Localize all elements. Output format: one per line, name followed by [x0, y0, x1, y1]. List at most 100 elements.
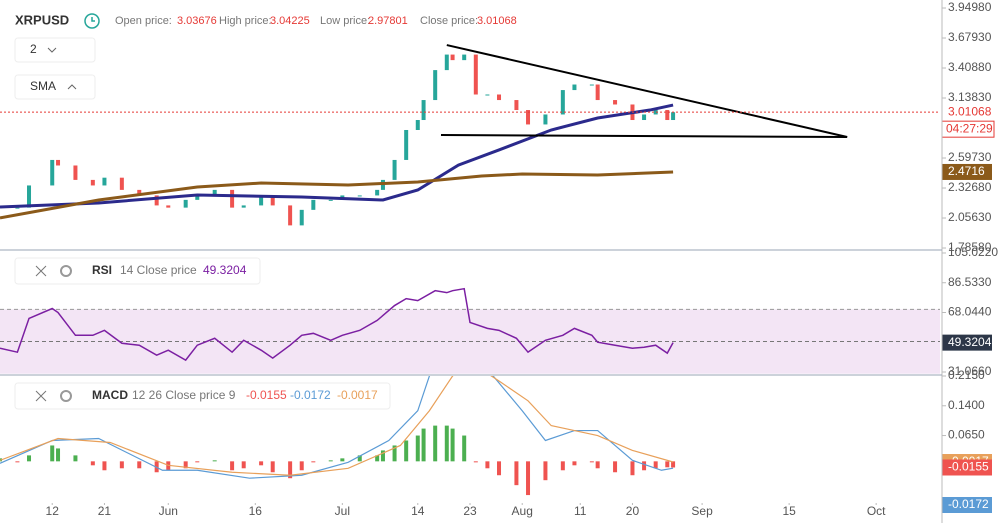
candle: [653, 110, 658, 115]
candle: [444, 54, 449, 71]
histogram-bar: [311, 461, 316, 463]
settings-icon[interactable]: [60, 265, 72, 277]
candle: [27, 185, 32, 208]
low-label: Low price:: [320, 15, 370, 27]
x-tick-label: 15: [782, 504, 796, 518]
histogram-bar: [473, 461, 478, 463]
candle: [328, 199, 333, 201]
symbol[interactable]: XRPUSD: [15, 12, 69, 27]
histogram-bar: [270, 461, 275, 473]
histogram-bar: [462, 435, 467, 462]
countdown: 04:27:29: [946, 121, 993, 135]
histogram-bar: [392, 445, 397, 462]
candle: [642, 114, 647, 121]
y-tick-label: 0.0650: [948, 428, 985, 442]
y-tick-label: 3.13830: [948, 90, 992, 104]
histogram-bar: [288, 461, 293, 479]
rsi-title: RSI: [92, 263, 112, 277]
candle: [497, 94, 502, 101]
y-tick-label: 1.78580: [948, 240, 992, 254]
candle: [415, 120, 420, 130]
histogram-bar: [56, 448, 61, 462]
selector-box[interactable]: [14, 37, 96, 63]
axes: 3.949803.679303.408803.138302.867802.597…: [46, 0, 999, 518]
sma-value-tag-box: [942, 163, 992, 180]
high-value: 3.04225: [270, 15, 310, 27]
y-tick-label: 0.2150: [948, 368, 985, 382]
y-tick-label: 31.0660: [948, 364, 992, 378]
histogram-bar: [613, 461, 618, 473]
indicator-name[interactable]: SMA: [30, 79, 56, 93]
histogram-bar: [433, 425, 438, 462]
candle: [299, 209, 304, 226]
histogram-bar: [299, 461, 304, 471]
candle: [589, 84, 594, 86]
candle: [392, 159, 397, 180]
macd-value: -0.0172: [290, 388, 331, 402]
y-tick-label: 2.32680: [948, 180, 992, 194]
trendline: [440, 133, 848, 138]
settings-icon[interactable]: [60, 390, 72, 402]
rsi-line: [0, 287, 674, 362]
histogram-bar: [137, 461, 142, 469]
histogram-bar: [212, 460, 217, 462]
histogram-bar: [526, 461, 531, 496]
histogram-bar: [543, 461, 548, 481]
close-icon[interactable]: [35, 390, 47, 402]
rsi-value: 49.3204: [203, 263, 247, 277]
histogram-bar: [404, 440, 409, 462]
x-tick-label: 16: [249, 504, 263, 518]
rsi-value-tag-box: [942, 334, 992, 351]
x-tick-label: 20: [626, 504, 640, 518]
candle: [241, 205, 246, 208]
close-icon[interactable]: [35, 265, 47, 277]
open-label: Open price:: [115, 15, 172, 27]
candle: [119, 177, 124, 190]
histogram-bar: [671, 461, 676, 468]
histogram-bar: [589, 461, 594, 463]
y-tick-label: 68.0440: [948, 305, 992, 319]
candle: [357, 195, 362, 197]
y-tick-label: 3.94980: [948, 0, 992, 14]
y-tick-label: 3.67930: [948, 30, 992, 44]
open-value: 3.03676: [177, 15, 217, 27]
histogram-bar: [241, 461, 246, 469]
histogram-bar: [27, 455, 32, 462]
histogram-bar: [195, 461, 200, 463]
candle: [212, 189, 217, 196]
candle: [433, 70, 438, 101]
x-tick-label: Oct: [867, 504, 886, 518]
sma-value-tag: 2.4716: [948, 164, 985, 178]
clock-icon[interactable]: [84, 13, 100, 29]
rsi-params: 14 Close price: [120, 263, 197, 277]
histogram-bar: [50, 445, 55, 462]
candle: [154, 195, 159, 206]
close-label: Close price:: [420, 15, 478, 27]
high-label: High price:: [219, 15, 272, 27]
y-tick-label: 105.0220: [948, 245, 998, 259]
rsi-legend-box: [14, 257, 261, 285]
candle: [473, 54, 478, 95]
histogram-bar: [340, 458, 345, 462]
candle: [375, 189, 380, 196]
x-tick-label: Aug: [512, 504, 533, 518]
candle: [166, 205, 171, 208]
indicator-box[interactable]: [14, 74, 96, 100]
histogram-bar: [357, 455, 362, 462]
candle: [485, 94, 490, 96]
candle: [526, 110, 531, 125]
histogram-bar: [375, 455, 380, 462]
histogram-bar: [485, 461, 490, 469]
histogram-bar: [230, 461, 235, 471]
signal-value: -0.0017: [337, 388, 378, 402]
candle: [311, 199, 316, 210]
histogram-bar: [380, 450, 385, 462]
price-pane: [0, 44, 940, 226]
selector-value[interactable]: 2: [30, 42, 37, 56]
candle: [450, 54, 455, 61]
histogram-bar: [90, 461, 95, 466]
x-tick-label: 12: [46, 504, 60, 518]
histogram-bar: [73, 455, 78, 462]
